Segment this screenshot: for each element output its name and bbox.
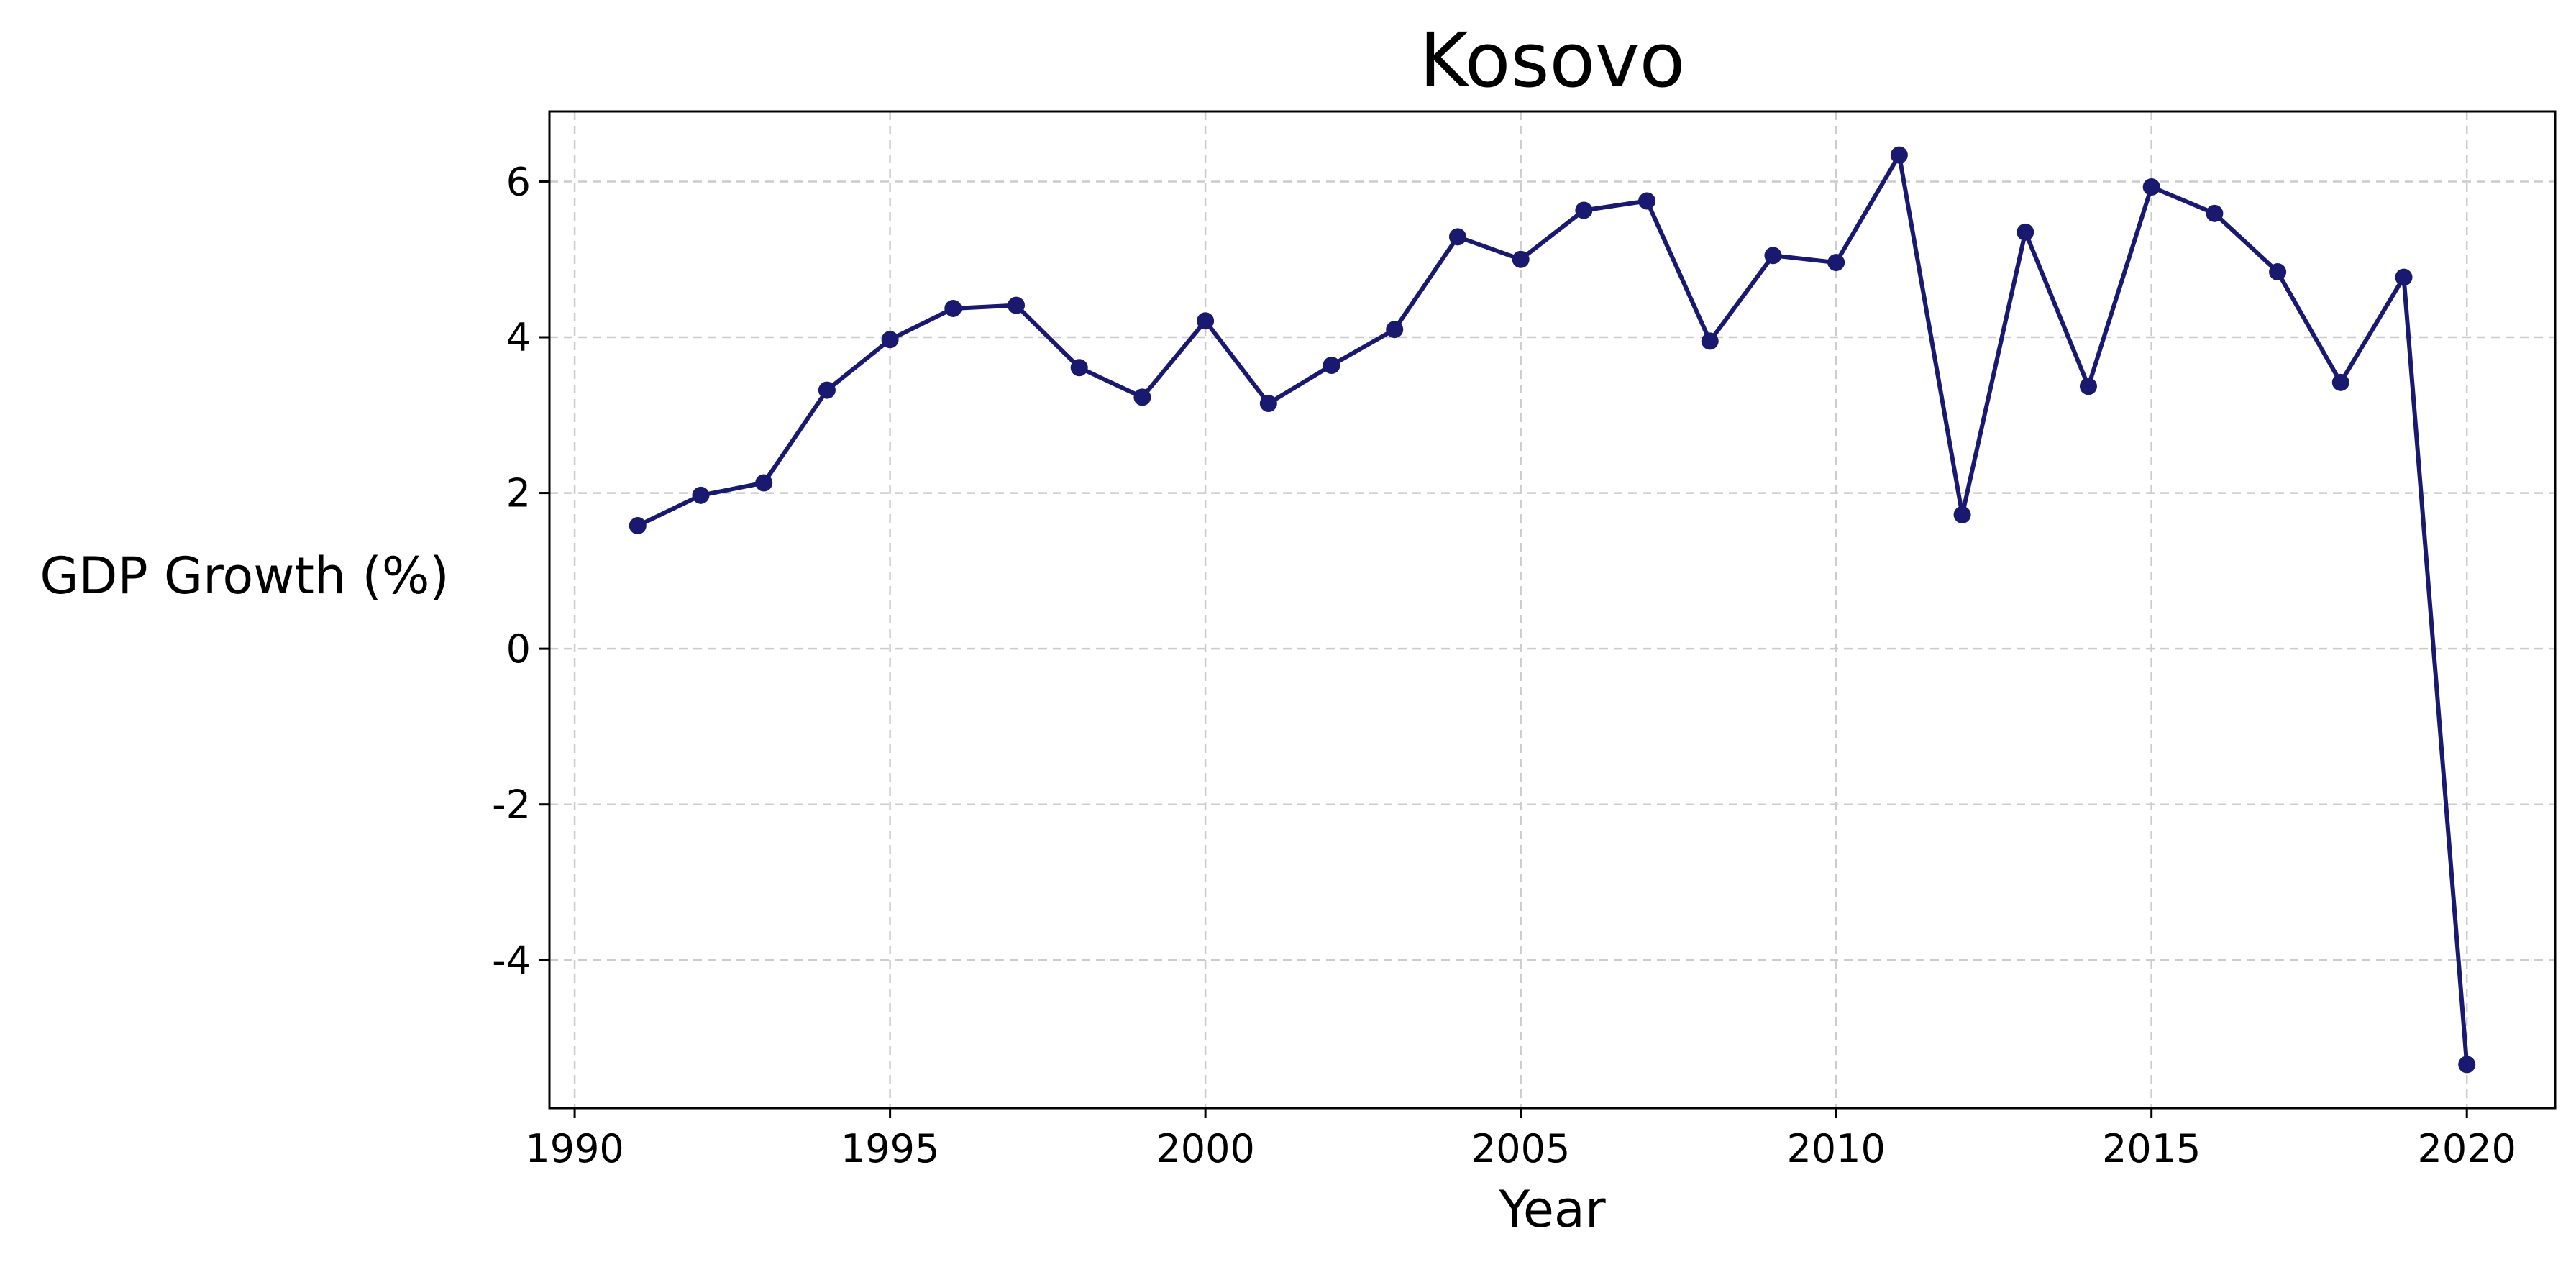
x-tick-label: 1995 — [841, 1126, 939, 1171]
data-point — [2206, 204, 2224, 222]
data-point — [1386, 321, 1404, 339]
data-point — [1827, 254, 1845, 272]
y-tick-label: -2 — [492, 782, 531, 828]
y-tick-label: 0 — [506, 626, 531, 672]
x-tick-label: 2010 — [1786, 1126, 1885, 1171]
x-axis-label: Year — [1498, 1180, 1605, 1239]
data-point — [1512, 250, 1530, 268]
x-tick-label: 2015 — [2102, 1126, 2201, 1171]
data-point — [692, 486, 710, 504]
data-point — [818, 381, 836, 399]
chart-title: Kosovo — [1420, 17, 1686, 104]
data-point — [881, 331, 899, 349]
y-tick-label: 2 — [506, 471, 531, 516]
x-tick-label: 2005 — [1471, 1126, 1570, 1171]
data-point — [2017, 223, 2034, 241]
data-point — [1764, 247, 1782, 265]
axis-ticks: 1990 1995 2000 2005 2010 2015 2020 -4 -2 0 2 4 6 — [492, 159, 2516, 1171]
data-point — [2142, 178, 2160, 196]
y-tick-label: 6 — [506, 159, 531, 204]
data-point — [1701, 332, 1719, 350]
series-line — [636, 152, 2470, 1065]
data-point — [2079, 378, 2097, 395]
data-point — [2331, 373, 2349, 391]
y-axis-label: GDP Growth (%) — [40, 546, 449, 605]
data-point — [2395, 268, 2413, 286]
x-tick-label: 2020 — [2417, 1126, 2516, 1171]
data-point — [1448, 228, 1466, 246]
data-point — [2269, 263, 2287, 281]
data-point — [1953, 506, 1971, 523]
data-point — [1890, 146, 1908, 164]
x-tick-label: 1990 — [525, 1126, 624, 1171]
data-point — [1197, 312, 1215, 330]
plot-area-frame — [548, 110, 2557, 1110]
data-point — [1323, 356, 1340, 374]
data-point — [1638, 192, 1656, 210]
y-tick-label: -4 — [492, 938, 531, 983]
grid-lines — [549, 111, 2555, 1108]
data-point — [1575, 201, 1593, 219]
data-point — [1008, 296, 1026, 314]
data-point — [1070, 359, 1088, 377]
x-tick-label: 2000 — [1156, 1126, 1254, 1171]
data-point — [755, 474, 773, 492]
y-tick-label: 4 — [506, 315, 531, 360]
data-point — [944, 299, 962, 317]
data-point — [1259, 395, 1277, 413]
data-point — [1133, 388, 1151, 406]
data-series — [629, 146, 2476, 1074]
data-point — [2458, 1056, 2476, 1074]
data-point — [629, 517, 647, 535]
